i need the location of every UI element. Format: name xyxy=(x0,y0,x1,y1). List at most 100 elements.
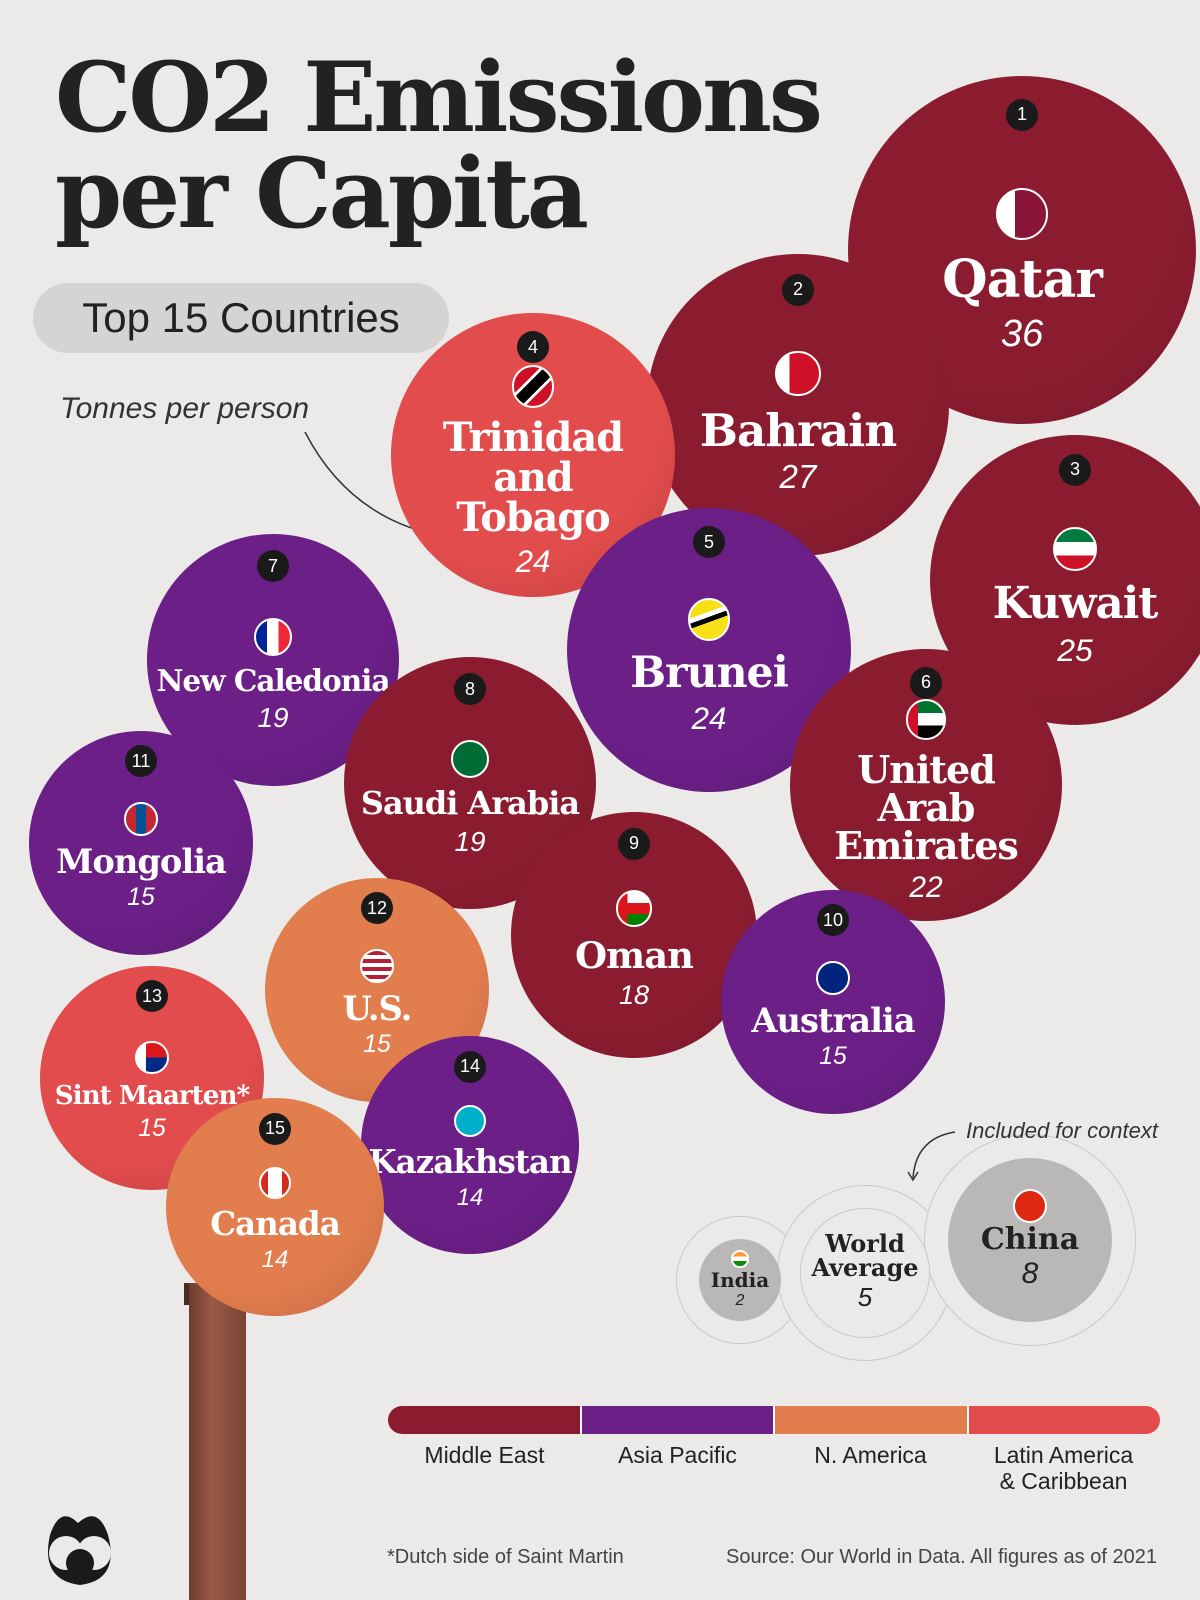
bubble-trinidad-and-tobago: 4 Trinidad and Tobago 24 xyxy=(390,313,676,598)
rank-badge: 4 xyxy=(516,331,549,364)
mongolia-flag-icon xyxy=(124,801,158,836)
country-value: 18 xyxy=(618,979,650,1010)
bubble-mongolia: 11 Mongolia 15 xyxy=(28,731,254,956)
legend-swatch-north-america xyxy=(775,1406,969,1434)
legend-swatch-asia-pacific xyxy=(581,1406,775,1434)
bubble-kazakhstan: 14 Kazakhstan 14 xyxy=(361,1036,579,1254)
legend-swatch-middle-east xyxy=(388,1406,582,1434)
country-value: 15 xyxy=(363,1031,391,1059)
country-name: Bahrain xyxy=(699,403,897,457)
country-name: Kuwait xyxy=(992,578,1159,630)
page-title: CO2 Emissions per Capita xyxy=(55,50,823,242)
rank-badge: 3 xyxy=(1059,453,1091,486)
bubble-united-arab-emirates: 6 United Arab Emirates 22 xyxy=(789,649,1062,921)
context-name: China xyxy=(980,1222,1080,1258)
context-value: 2 xyxy=(735,1291,745,1309)
country-value: 19 xyxy=(257,701,289,733)
bubble-australia: 10 Australia 15 xyxy=(720,890,946,1115)
legend-bar xyxy=(388,1406,1160,1434)
bubble-kuwait: 3 Kuwait 25 xyxy=(930,435,1200,725)
rank-badge: 12 xyxy=(360,892,393,925)
bubble-u-s-: 12 U.S. 15 xyxy=(264,878,490,1103)
context-bubble-india: India 2 xyxy=(698,1238,781,1321)
subtitle-pill: Top 15 Countries xyxy=(33,283,449,353)
context-arrow xyxy=(912,1131,956,1179)
chimney xyxy=(189,1283,246,1600)
legend-label-middle-east: Middle East xyxy=(424,1442,545,1468)
country-value: 36 xyxy=(1000,311,1044,355)
context-bubble-world-average: World Average 5 xyxy=(800,1208,930,1338)
trinidad-flag-icon xyxy=(511,365,555,408)
bubble-oman: 9 Oman 18 xyxy=(510,812,758,1059)
canada-flag-icon xyxy=(258,1166,292,1200)
france-flag-icon xyxy=(254,618,292,656)
rank-badge: 8 xyxy=(453,673,486,705)
oman-flag-icon xyxy=(615,890,653,927)
us-flag-icon xyxy=(360,948,394,983)
rank-badge: 6 xyxy=(909,666,942,699)
subtitle: Top 15 Countries xyxy=(82,294,400,341)
uae-flag-icon xyxy=(905,699,947,740)
australia-flag-icon xyxy=(816,960,850,995)
country-name: Mongolia xyxy=(56,840,227,881)
country-name: New Caledonia xyxy=(156,663,390,699)
rank-badge: 7 xyxy=(256,550,289,582)
rank-badge: 2 xyxy=(781,273,814,306)
legend-label-latin-america: Latin America & Caribbean xyxy=(993,1442,1134,1494)
context-arrowhead xyxy=(907,1171,919,1182)
sint-maarten-flag-icon xyxy=(135,1040,169,1075)
country-value: 25 xyxy=(1057,631,1093,668)
country-name: U.S. xyxy=(342,987,413,1028)
rank-badge: 1 xyxy=(1006,98,1038,131)
rank-badge: 15 xyxy=(258,1112,291,1145)
country-value: 15 xyxy=(819,1043,847,1071)
country-value: 15 xyxy=(138,1115,166,1143)
country-value: 14 xyxy=(456,1184,484,1212)
country-name: Qatar xyxy=(942,248,1103,310)
rank-badge: 10 xyxy=(816,904,849,937)
kuwait-flag-icon xyxy=(1053,527,1097,571)
legend-swatch-latin-america xyxy=(968,1406,1160,1434)
footnote: *Dutch side of Saint Martin xyxy=(387,1546,624,1568)
bubble-canada: 15 Canada 14 xyxy=(166,1098,384,1316)
context-name: India xyxy=(710,1267,770,1292)
country-value: 27 xyxy=(779,459,817,497)
title-line-1: CO2 Emissions xyxy=(55,41,823,154)
country-value: 15 xyxy=(127,884,155,912)
india-flag-icon xyxy=(731,1250,749,1268)
context-value: 8 xyxy=(1021,1257,1039,1291)
country-name: Oman xyxy=(575,932,694,977)
rank-badge: 5 xyxy=(692,526,725,559)
context-note: Included for context xyxy=(966,1118,1159,1143)
rank-badge: 9 xyxy=(617,827,650,860)
china-flag-icon xyxy=(1012,1188,1048,1224)
logo-icon xyxy=(48,1516,111,1585)
kazakhstan-flag-icon xyxy=(453,1104,487,1138)
rank-badge: 13 xyxy=(135,980,168,1013)
unit-note: Tonnes per person xyxy=(60,392,310,425)
qatar-flag-icon xyxy=(995,187,1049,240)
country-value: 24 xyxy=(515,544,551,580)
rank-badge: 14 xyxy=(453,1050,486,1083)
country-name: Saudi Arabia xyxy=(360,783,580,822)
source: Source: Our World in Data. All figures a… xyxy=(726,1546,1157,1568)
title-line-2: per Capita xyxy=(55,137,589,250)
country-name: Kazakhstan xyxy=(368,1141,572,1181)
saudi-flag-icon xyxy=(451,739,489,778)
country-value: 14 xyxy=(261,1246,289,1274)
context-bubble-china: China 8 xyxy=(947,1157,1113,1323)
rank-badge: 11 xyxy=(124,745,157,778)
country-value: 24 xyxy=(691,701,727,737)
bahrain-flag-icon xyxy=(775,350,821,396)
country-value: 19 xyxy=(454,825,486,857)
country-name: Brunei xyxy=(630,648,789,699)
legend-label-north-america: N. America xyxy=(814,1442,927,1468)
country-name: United Arab Emirates xyxy=(834,746,1019,868)
country-name: Trinidad and Tobago xyxy=(442,415,624,541)
context-value: 5 xyxy=(857,1282,873,1313)
country-value: 22 xyxy=(909,870,943,904)
brunei-flag-icon xyxy=(687,598,731,642)
legend-label-asia-pacific: Asia Pacific xyxy=(618,1442,737,1468)
country-name: Australia xyxy=(751,999,915,1040)
context-name: World Average xyxy=(811,1229,919,1283)
